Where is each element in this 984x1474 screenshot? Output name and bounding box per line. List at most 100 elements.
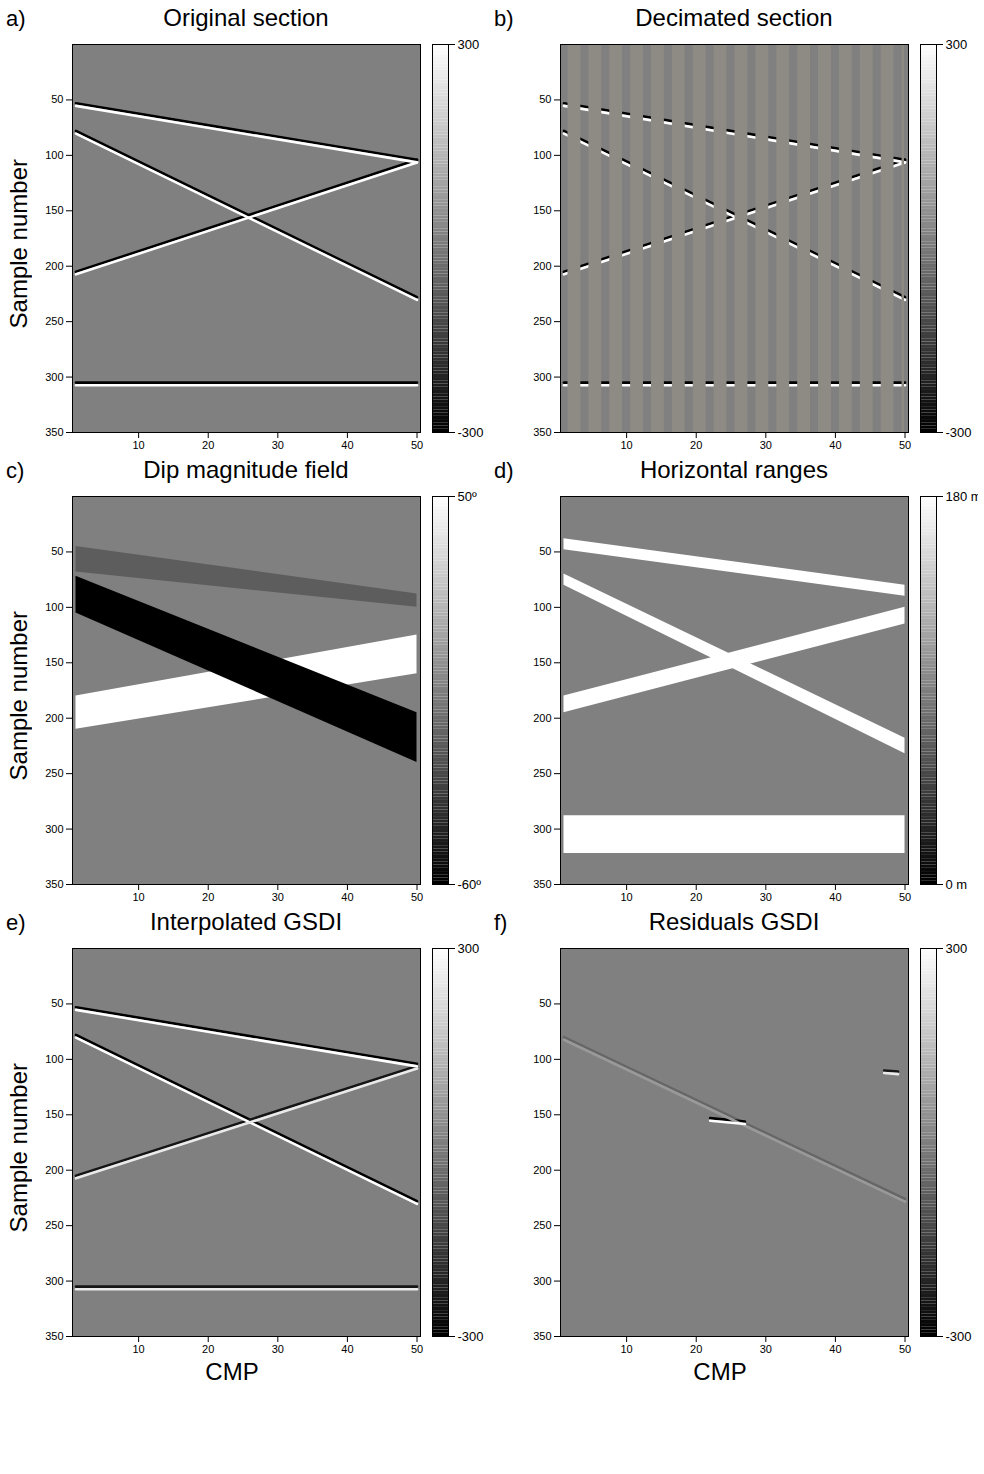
svg-text:250: 250 (533, 1219, 551, 1231)
svg-text:-300: -300 (458, 1329, 484, 1344)
svg-text:250: 250 (45, 1219, 63, 1231)
html-text:e): e) (6, 910, 26, 935)
svg-text:50: 50 (539, 997, 551, 1009)
html-text:Residuals GSDI: Residuals GSDI (648, 908, 820, 935)
svg-text:10: 10 (132, 891, 144, 903)
svg-text:300: 300 (458, 37, 480, 52)
svg-text:10: 10 (620, 891, 632, 903)
svg-text:150: 150 (533, 204, 551, 216)
svg-text:250: 250 (45, 315, 63, 327)
svg-text:20: 20 (690, 1343, 702, 1355)
svg-text:30: 30 (760, 1343, 772, 1355)
svg-text:40: 40 (341, 1343, 353, 1355)
svg-text:300: 300 (946, 37, 968, 52)
svg-text:300: 300 (45, 1275, 63, 1287)
html-text:Sample number: Sample number (5, 611, 32, 781)
svg-text:30: 30 (272, 891, 284, 903)
svg-text:-60º: -60º (458, 877, 482, 892)
svg-text:200: 200 (45, 260, 63, 272)
svg-text:10: 10 (132, 439, 144, 451)
svg-text:200: 200 (533, 260, 551, 272)
svg-text:10: 10 (620, 1343, 632, 1355)
svg-text:100: 100 (533, 601, 551, 613)
svg-text:20: 20 (202, 1343, 214, 1355)
svg-text:30: 30 (272, 1343, 284, 1355)
html-text:Horizontal ranges: Horizontal ranges (639, 456, 828, 483)
svg-text:300: 300 (946, 941, 968, 956)
svg-text:-300: -300 (946, 1329, 972, 1344)
html-text:a): a) (6, 6, 26, 31)
svg-text:20: 20 (202, 439, 214, 451)
svg-text:-300: -300 (946, 425, 972, 440)
svg-text:40: 40 (341, 439, 353, 451)
svg-text:20: 20 (690, 891, 702, 903)
html-text:Sample number: Sample number (5, 1063, 32, 1233)
svg-text:50: 50 (51, 997, 63, 1009)
html-text:Interpolated GSDI: Interpolated GSDI (149, 908, 342, 935)
svg-text:150: 150 (45, 204, 63, 216)
svg-text:100: 100 (45, 601, 63, 613)
svg-text:100: 100 (533, 149, 551, 161)
svg-text:300: 300 (533, 1275, 551, 1287)
svg-text:50: 50 (899, 891, 911, 903)
svg-text:50º: 50º (458, 489, 477, 504)
svg-text:300: 300 (45, 371, 63, 383)
svg-text:350: 350 (45, 426, 63, 438)
svg-text:250: 250 (45, 767, 63, 779)
svg-text:50: 50 (51, 93, 63, 105)
svg-text:50: 50 (539, 545, 551, 557)
html-text:Sample number: Sample number (5, 159, 32, 329)
svg-text:20: 20 (202, 891, 214, 903)
svg-text:250: 250 (533, 767, 551, 779)
svg-text:50: 50 (411, 891, 423, 903)
html-text:b): b) (494, 6, 514, 31)
svg-text:0 m: 0 m (946, 877, 968, 892)
svg-text:200: 200 (45, 1164, 63, 1176)
svg-text:300: 300 (533, 371, 551, 383)
svg-text:50: 50 (899, 439, 911, 451)
svg-text:150: 150 (45, 656, 63, 668)
svg-text:350: 350 (533, 426, 551, 438)
svg-text:10: 10 (132, 1343, 144, 1355)
svg-text:300: 300 (533, 823, 551, 835)
svg-text:200: 200 (533, 1164, 551, 1176)
svg-text:300: 300 (45, 823, 63, 835)
svg-text:350: 350 (533, 1330, 551, 1342)
svg-text:30: 30 (760, 439, 772, 451)
svg-text:40: 40 (829, 439, 841, 451)
svg-text:30: 30 (760, 891, 772, 903)
svg-text:50: 50 (411, 1343, 423, 1355)
svg-text:350: 350 (45, 1330, 63, 1342)
svg-text:40: 40 (829, 1343, 841, 1355)
html-text:CMP: CMP (693, 1358, 747, 1385)
svg-text:200: 200 (45, 712, 63, 724)
svg-text:20: 20 (690, 439, 702, 451)
svg-text:50: 50 (411, 439, 423, 451)
svg-text:10: 10 (620, 439, 632, 451)
svg-text:300: 300 (458, 941, 480, 956)
html-text:Decimated section: Decimated section (635, 4, 833, 31)
svg-text:180 m: 180 m (946, 489, 979, 504)
svg-text:150: 150 (533, 1108, 551, 1120)
svg-text:40: 40 (829, 891, 841, 903)
svg-text:100: 100 (533, 1053, 551, 1065)
svg-text:40: 40 (341, 891, 353, 903)
svg-text:50: 50 (51, 545, 63, 557)
html-text:Dip magnitude field: Dip magnitude field (143, 456, 349, 483)
html-text:Original section: Original section (163, 4, 329, 31)
svg-text:250: 250 (533, 315, 551, 327)
svg-text:100: 100 (45, 1053, 63, 1065)
svg-text:100: 100 (45, 149, 63, 161)
svg-text:150: 150 (533, 656, 551, 668)
svg-text:-300: -300 (458, 425, 484, 440)
html-text:c): c) (6, 458, 25, 483)
svg-text:50: 50 (899, 1343, 911, 1355)
svg-text:150: 150 (45, 1108, 63, 1120)
svg-text:50: 50 (539, 93, 551, 105)
html-text:CMP: CMP (205, 1358, 259, 1385)
svg-text:30: 30 (272, 439, 284, 451)
svg-text:350: 350 (533, 878, 551, 890)
svg-text:200: 200 (533, 712, 551, 724)
svg-text:350: 350 (45, 878, 63, 890)
html-text:d): d) (494, 458, 514, 483)
